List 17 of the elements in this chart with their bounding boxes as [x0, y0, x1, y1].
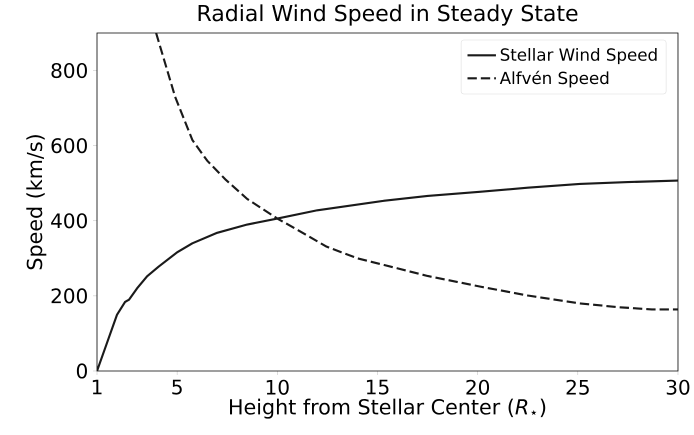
legend-label: Alfvén Speed — [500, 70, 608, 88]
y-axis-title: Speed (km/s) — [26, 135, 46, 270]
x-tick-label: 20 — [466, 380, 490, 395]
y-tick-label: 800 — [51, 62, 87, 78]
y-tick-label: 400 — [51, 213, 87, 228]
x-tick-label: 15 — [366, 380, 388, 395]
y-tick-label: 0 — [76, 363, 87, 379]
x-tick-label: 10 — [266, 380, 289, 395]
x-tick-label: 1 — [92, 380, 102, 394]
y-tick-label: 200 — [52, 288, 87, 304]
chart-title: Radial Wind Speed in Steady State — [198, 4, 578, 26]
x-tick-label: 5 — [172, 380, 182, 395]
x-tick-label: 30 — [666, 380, 690, 395]
y-tick-label: 600 — [52, 138, 87, 154]
x-axis-title: Height from Stellar Center (R$_{⋆}$) — [230, 398, 546, 419]
legend-label: Stellar Wind Speed — [500, 48, 657, 64]
x-tick-label: 25 — [566, 380, 589, 395]
